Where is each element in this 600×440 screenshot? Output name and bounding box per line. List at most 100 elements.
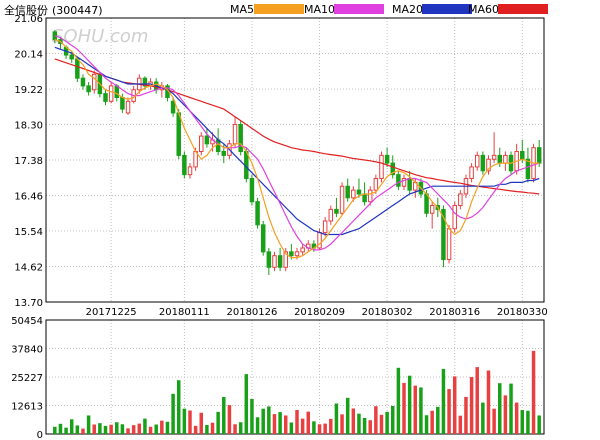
volume-bar bbox=[295, 410, 299, 434]
candle-body bbox=[232, 124, 238, 145]
volume-bar bbox=[289, 422, 294, 434]
price-grid bbox=[46, 18, 544, 302]
legend-swatch-ma5 bbox=[254, 4, 304, 14]
volume-bar bbox=[300, 418, 305, 434]
candle-body bbox=[401, 178, 407, 187]
volume-bar bbox=[171, 393, 175, 434]
volume-bar bbox=[379, 414, 384, 434]
candle-body bbox=[300, 247, 305, 253]
moving-average-lines bbox=[54, 35, 540, 259]
candle-body bbox=[362, 193, 367, 203]
volume-bar bbox=[312, 421, 316, 434]
candle-body bbox=[334, 208, 339, 214]
volume-bar bbox=[255, 417, 260, 434]
candle-body bbox=[345, 185, 350, 199]
volume-bar bbox=[92, 424, 96, 434]
volume-bar bbox=[86, 415, 91, 434]
volume-bar bbox=[509, 383, 513, 434]
volume-bar bbox=[69, 419, 74, 434]
volume-bar bbox=[498, 383, 502, 434]
volume-bar bbox=[250, 398, 254, 434]
candle-body bbox=[351, 189, 356, 199]
volume-bar bbox=[351, 408, 356, 434]
candle-body bbox=[125, 100, 131, 114]
candle-body bbox=[221, 151, 227, 156]
candle-body bbox=[328, 208, 334, 222]
volume-bar bbox=[120, 424, 125, 434]
candle-body bbox=[520, 151, 525, 160]
volume-bar bbox=[340, 414, 344, 434]
volume-bar bbox=[154, 424, 158, 434]
candle-body bbox=[525, 158, 531, 180]
volume-bar bbox=[368, 420, 372, 434]
volume-bar bbox=[222, 396, 226, 434]
candle-body bbox=[249, 178, 255, 203]
volume-bar bbox=[514, 402, 519, 434]
volume-bar bbox=[464, 396, 468, 434]
volume-bar bbox=[441, 368, 446, 434]
candle-body bbox=[75, 58, 80, 79]
volume-bar bbox=[469, 377, 474, 434]
date-tick-label: 20171225 bbox=[86, 307, 137, 318]
volume-bar bbox=[182, 408, 187, 434]
price-tick-label: 20.14 bbox=[14, 50, 43, 61]
volume-bar bbox=[402, 382, 406, 434]
volume-bar bbox=[531, 350, 536, 434]
volume-bar bbox=[148, 426, 153, 434]
price-tick-label: 19.22 bbox=[14, 85, 43, 96]
volume-tick-label: 25227 bbox=[11, 373, 43, 384]
legend-label-ma5: MA5 bbox=[230, 3, 254, 16]
legend-label-ma20: MA20 bbox=[392, 3, 423, 16]
candle-body bbox=[294, 251, 300, 257]
volume-bar bbox=[424, 415, 429, 434]
candle-body bbox=[91, 73, 97, 91]
volume-bar bbox=[64, 427, 68, 434]
volume-bar bbox=[526, 410, 530, 434]
volume-bar bbox=[481, 402, 485, 434]
volume-bar bbox=[98, 423, 102, 434]
candle-body bbox=[384, 154, 390, 164]
volume-bar bbox=[323, 423, 327, 434]
candle-body bbox=[103, 93, 108, 102]
volume-bar bbox=[452, 376, 457, 434]
volume-tick-label: 37840 bbox=[11, 345, 43, 356]
candle-body bbox=[491, 154, 497, 160]
volume-bar bbox=[492, 408, 496, 434]
volume-tick-label: 12613 bbox=[11, 402, 43, 413]
candle-body bbox=[215, 139, 221, 153]
candle-body bbox=[170, 100, 176, 114]
volume-bar bbox=[357, 413, 361, 434]
volume-bar bbox=[261, 408, 265, 434]
ma20-line bbox=[54, 46, 540, 236]
date-tick-label: 20180111 bbox=[159, 307, 210, 318]
volume-bar bbox=[447, 389, 451, 434]
date-tick-label: 20180316 bbox=[429, 307, 480, 318]
volume-bar bbox=[520, 410, 525, 434]
candle-body bbox=[396, 174, 401, 187]
price-tick-label: 21.06 bbox=[14, 14, 43, 25]
volume-bar bbox=[475, 367, 479, 434]
volume-panel-frame bbox=[45, 319, 545, 435]
price-tick-label: 16.46 bbox=[14, 192, 43, 203]
candle-body bbox=[486, 158, 491, 172]
candle-body bbox=[390, 162, 395, 176]
candle-body bbox=[283, 251, 288, 268]
volume-bar bbox=[126, 428, 130, 434]
volume-bar bbox=[244, 374, 249, 434]
volume-bar bbox=[205, 424, 209, 434]
candle-body bbox=[266, 251, 272, 268]
volume-bar bbox=[115, 422, 119, 434]
volume-bar bbox=[385, 411, 389, 434]
volume-tick-label: 0 bbox=[37, 430, 43, 440]
candlesticks bbox=[52, 29, 542, 275]
legend-swatch-ma60 bbox=[498, 4, 548, 14]
legend-label-ma10: MA10 bbox=[304, 3, 335, 16]
price-tick-label: 18.30 bbox=[14, 121, 43, 132]
price-tick-label: 13.70 bbox=[14, 298, 43, 309]
candle-body bbox=[469, 166, 474, 180]
volume-bar bbox=[329, 418, 333, 434]
volume-bar bbox=[58, 423, 63, 434]
candle-body bbox=[108, 85, 114, 102]
date-axis: 20171225 20180111 20180126 20180209 20180302… bbox=[86, 307, 548, 318]
candle-body bbox=[407, 178, 412, 191]
